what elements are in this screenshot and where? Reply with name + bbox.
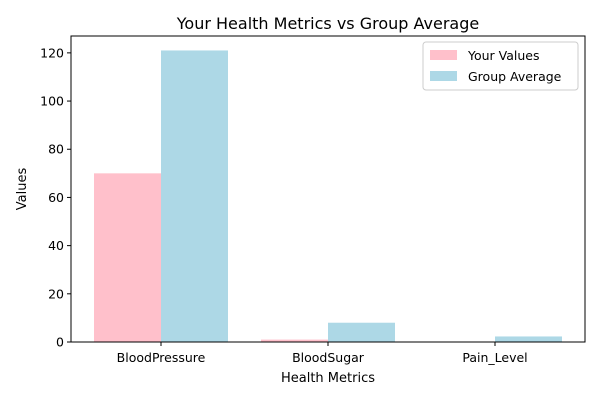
y-axis-ticks: 0 20 40 60 80 100 120 <box>40 45 71 350</box>
y-tick-label: 20 <box>48 286 64 301</box>
legend-swatch-your-values <box>430 50 457 60</box>
x-tick-label: BloodPressure <box>117 350 206 365</box>
y-tick-label: 40 <box>48 238 64 253</box>
legend-box <box>422 41 579 91</box>
bar-your-values-bloodpressure <box>94 173 161 342</box>
chart-title: Your Health Metrics vs Group Average <box>176 14 479 33</box>
legend: Your Values Group Average <box>422 41 579 91</box>
bar-group-average-bloodpressure <box>161 50 228 342</box>
bars-group <box>94 50 562 342</box>
bar-your-values-bloodsugar <box>261 339 328 342</box>
bar-group-average-pain-level <box>495 336 562 342</box>
bar-group-average-bloodsugar <box>328 322 395 342</box>
legend-label: Group Average <box>468 69 562 84</box>
y-tick-label: 120 <box>40 45 64 60</box>
x-tick-label: BloodSugar <box>292 350 365 365</box>
y-tick-label: 60 <box>48 190 64 205</box>
plot-frame <box>70 35 586 343</box>
x-axis-label: Health Metrics <box>281 371 375 386</box>
y-tick-label: 80 <box>48 142 64 157</box>
y-tick-label: 0 <box>56 335 64 350</box>
x-tick-label: Pain_Level <box>462 350 527 365</box>
legend-swatch-group-average <box>430 71 457 81</box>
y-tick-label: 100 <box>40 94 64 109</box>
y-axis-label: Values <box>15 168 30 211</box>
x-axis-ticks: BloodPressure BloodSugar Pain_Level <box>117 342 528 365</box>
legend-label: Your Values <box>467 48 540 63</box>
